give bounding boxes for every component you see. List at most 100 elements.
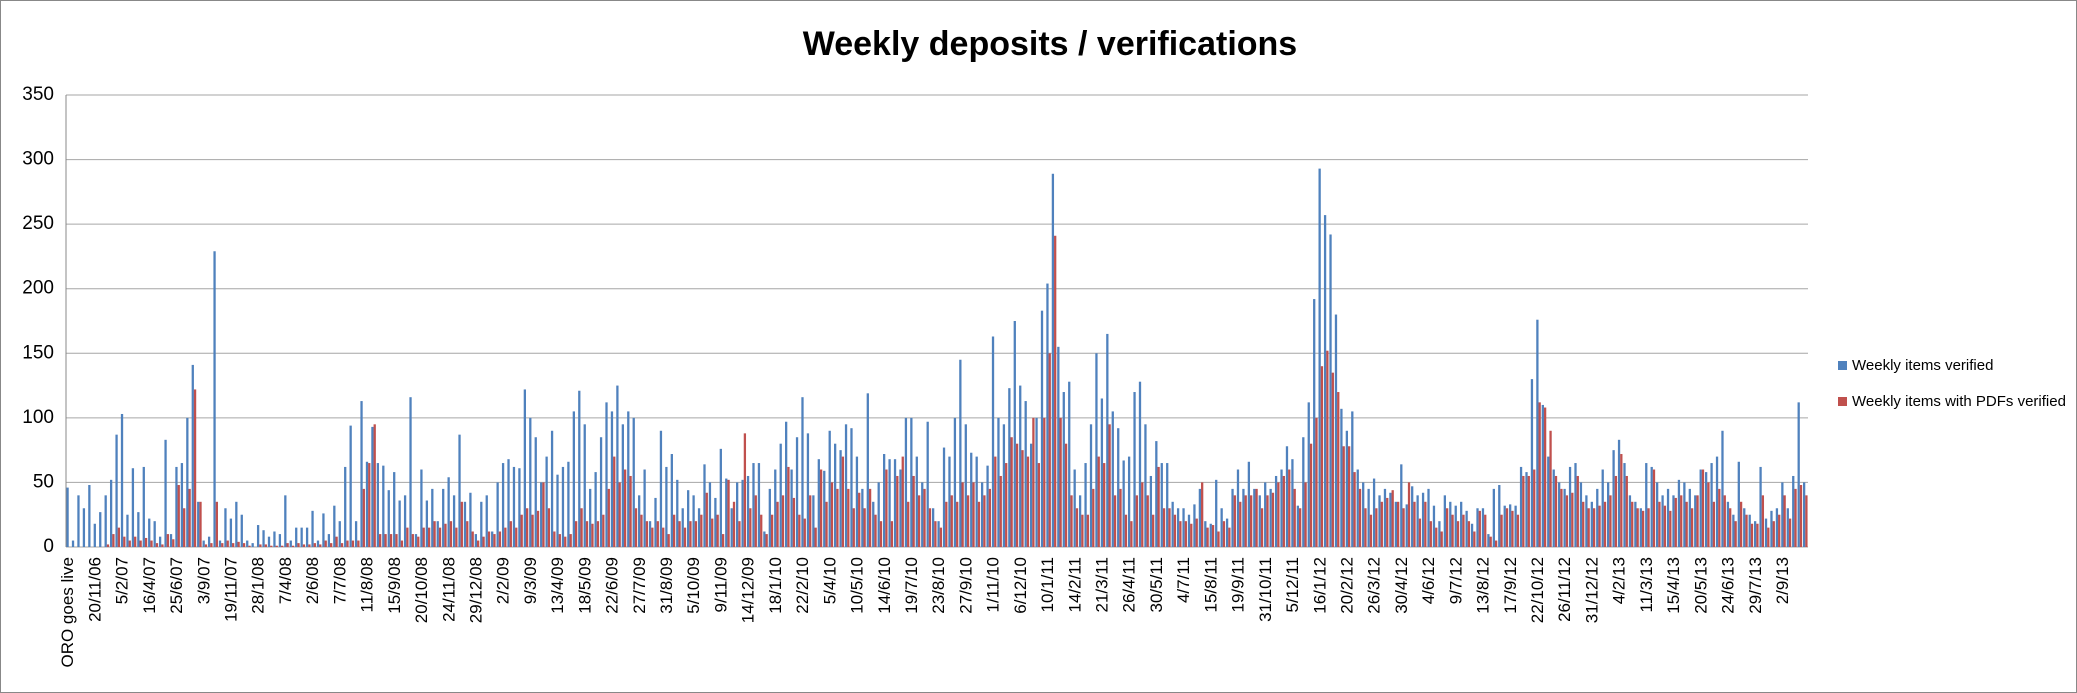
bar [1375,508,1378,547]
bar [836,488,839,547]
bar [1574,463,1577,547]
bar [1732,514,1735,547]
x-tick-label: 27/7/09 [630,557,649,614]
bar [1421,492,1425,547]
legend-label: Weekly items verified [1852,357,1993,374]
y-tick-label: 350 [22,84,54,105]
bar [939,527,943,547]
bar [1470,523,1474,547]
bar [1587,508,1590,547]
bar [776,501,779,547]
x-tick-label: 31/12/12 [1582,557,1601,623]
bar [1538,402,1541,547]
bar [1258,495,1261,547]
bar [166,534,169,547]
bar [1367,488,1370,547]
bar [823,470,826,547]
bar [1152,514,1155,547]
bar [716,514,719,547]
bar [1705,472,1708,547]
bar [917,495,921,547]
bar [1334,314,1338,547]
bar [651,527,654,547]
x-tick-label: 9/3/09 [521,557,540,604]
bar [890,521,894,547]
x-tick-label: 5/12/11 [1283,557,1302,612]
bar [912,475,915,547]
bar [1636,508,1639,547]
bar [1378,495,1381,547]
x-tick-label: 13/4/09 [548,557,567,614]
bar [1639,508,1642,547]
bar [1465,510,1468,547]
bar [99,512,102,547]
bar [1677,479,1681,547]
bar [1658,501,1661,547]
bar [1494,540,1498,547]
bar [273,531,276,547]
bar [1122,460,1125,547]
bar [1015,443,1019,547]
bar [1582,501,1585,547]
x-tick-label: 3/9/07 [194,557,213,604]
bar [1560,488,1563,547]
bar [781,495,785,547]
bar [1500,514,1503,547]
bar [466,521,469,547]
bar [115,434,118,547]
bar [1162,508,1166,547]
bar [1680,495,1683,547]
bar [1274,475,1278,547]
bar [284,495,287,547]
bar [1358,488,1362,547]
bar [915,456,918,547]
bar [1634,501,1637,547]
bar [670,454,673,547]
bar [1282,475,1285,547]
bar [155,543,159,547]
bar [1541,404,1544,547]
bar [411,534,414,547]
bar [1396,501,1400,547]
bar [1652,469,1656,547]
bar [442,488,445,547]
bar [1130,521,1133,547]
bar [885,469,888,547]
bar [1770,510,1773,547]
bar [676,479,679,547]
bar [144,537,148,547]
bar [1299,508,1302,547]
bar [232,543,235,547]
bar [452,495,456,547]
bar [1356,469,1359,547]
bar [393,472,396,547]
bar [1505,508,1509,547]
bar [333,505,336,547]
bar [602,514,605,547]
bar [1124,514,1128,547]
bar [191,364,194,547]
bar [629,475,632,547]
bar [313,543,316,547]
x-tick-label: 4/2/13 [1610,557,1629,604]
bar [899,469,902,547]
bar [1792,475,1795,547]
bar [1628,495,1632,547]
bar [774,469,777,547]
bar [950,495,953,547]
bar [634,508,638,547]
bar [197,501,200,547]
bar [648,521,652,547]
bar [1745,514,1748,547]
bar [703,464,706,547]
bar [1323,215,1327,548]
bar [1264,482,1267,547]
bar [1250,495,1253,547]
bar [1032,417,1035,547]
bar [746,475,750,547]
bar [237,541,240,547]
bar [1211,525,1215,547]
bar [1054,235,1057,547]
bar [1688,488,1691,547]
bar [1285,446,1289,547]
